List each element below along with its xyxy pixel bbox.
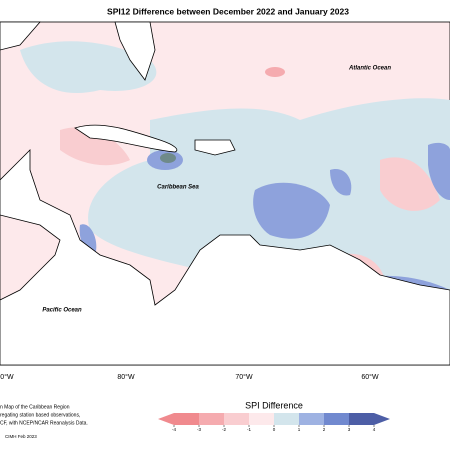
map-label: Pacific Ocean <box>42 308 82 314</box>
map <box>0 21 450 366</box>
positive-area <box>428 142 450 200</box>
longitude-label: 90°W <box>0 373 14 381</box>
colorbar-extend <box>374 413 390 425</box>
colorbar-segment <box>224 413 249 425</box>
positive-area <box>330 169 352 196</box>
positive-area <box>160 153 176 163</box>
colorbar-tick-label: -2 <box>222 427 226 432</box>
longitude-label: 80°W <box>117 373 135 381</box>
longitude-label: 70°W <box>235 373 253 381</box>
colorbar: -4 -3 -2 -1 0 1 2 3 4 <box>158 413 390 432</box>
title: SPI12 Difference between December 2022 a… <box>107 6 349 16</box>
land <box>114 21 156 81</box>
map-label: Caribbean Sea <box>157 185 199 191</box>
colorbar-tick-label: 4 <box>373 427 376 432</box>
positive-area <box>20 41 157 94</box>
footnote: CF, with NCEP/NCAR Reanalysis Data. <box>0 420 88 426</box>
footnote: regating station based observations, <box>0 412 80 418</box>
legend-title: SPI Difference <box>245 400 303 410</box>
colorbar-extend <box>158 413 174 425</box>
colorbar-tick-label: -1 <box>247 427 251 432</box>
colorbar-tick-label: -3 <box>197 427 201 432</box>
land <box>0 149 450 366</box>
colorbar-tick-label: 1 <box>298 427 301 432</box>
positive-area <box>79 224 97 255</box>
credit: CIMH Feb 2023 <box>5 434 37 439</box>
colorbar-segment <box>174 413 199 425</box>
positive-area <box>253 182 330 239</box>
colorbar-segment <box>199 413 224 425</box>
land <box>74 124 178 153</box>
colorbar-segment <box>299 413 324 425</box>
colorbar-tick-label: 3 <box>348 427 351 432</box>
negative-area <box>60 127 130 166</box>
colorbar-tick-label: -4 <box>172 427 176 432</box>
footnote: n Map of the Caribbean Region <box>0 404 70 410</box>
colorbar-segment <box>249 413 274 425</box>
colorbar-segment <box>349 413 374 425</box>
colorbar-segment <box>324 413 349 425</box>
colorbar-tick-label: 2 <box>323 427 326 432</box>
negative-area <box>380 157 440 211</box>
colorbar-segment <box>274 413 299 425</box>
map-label: Atlantic Ocean <box>348 66 391 72</box>
land <box>0 21 41 51</box>
negative-area <box>265 67 285 77</box>
longitude-label: 60°W <box>361 373 379 381</box>
land <box>194 139 236 156</box>
colorbar-tick-label: 0 <box>273 427 276 432</box>
